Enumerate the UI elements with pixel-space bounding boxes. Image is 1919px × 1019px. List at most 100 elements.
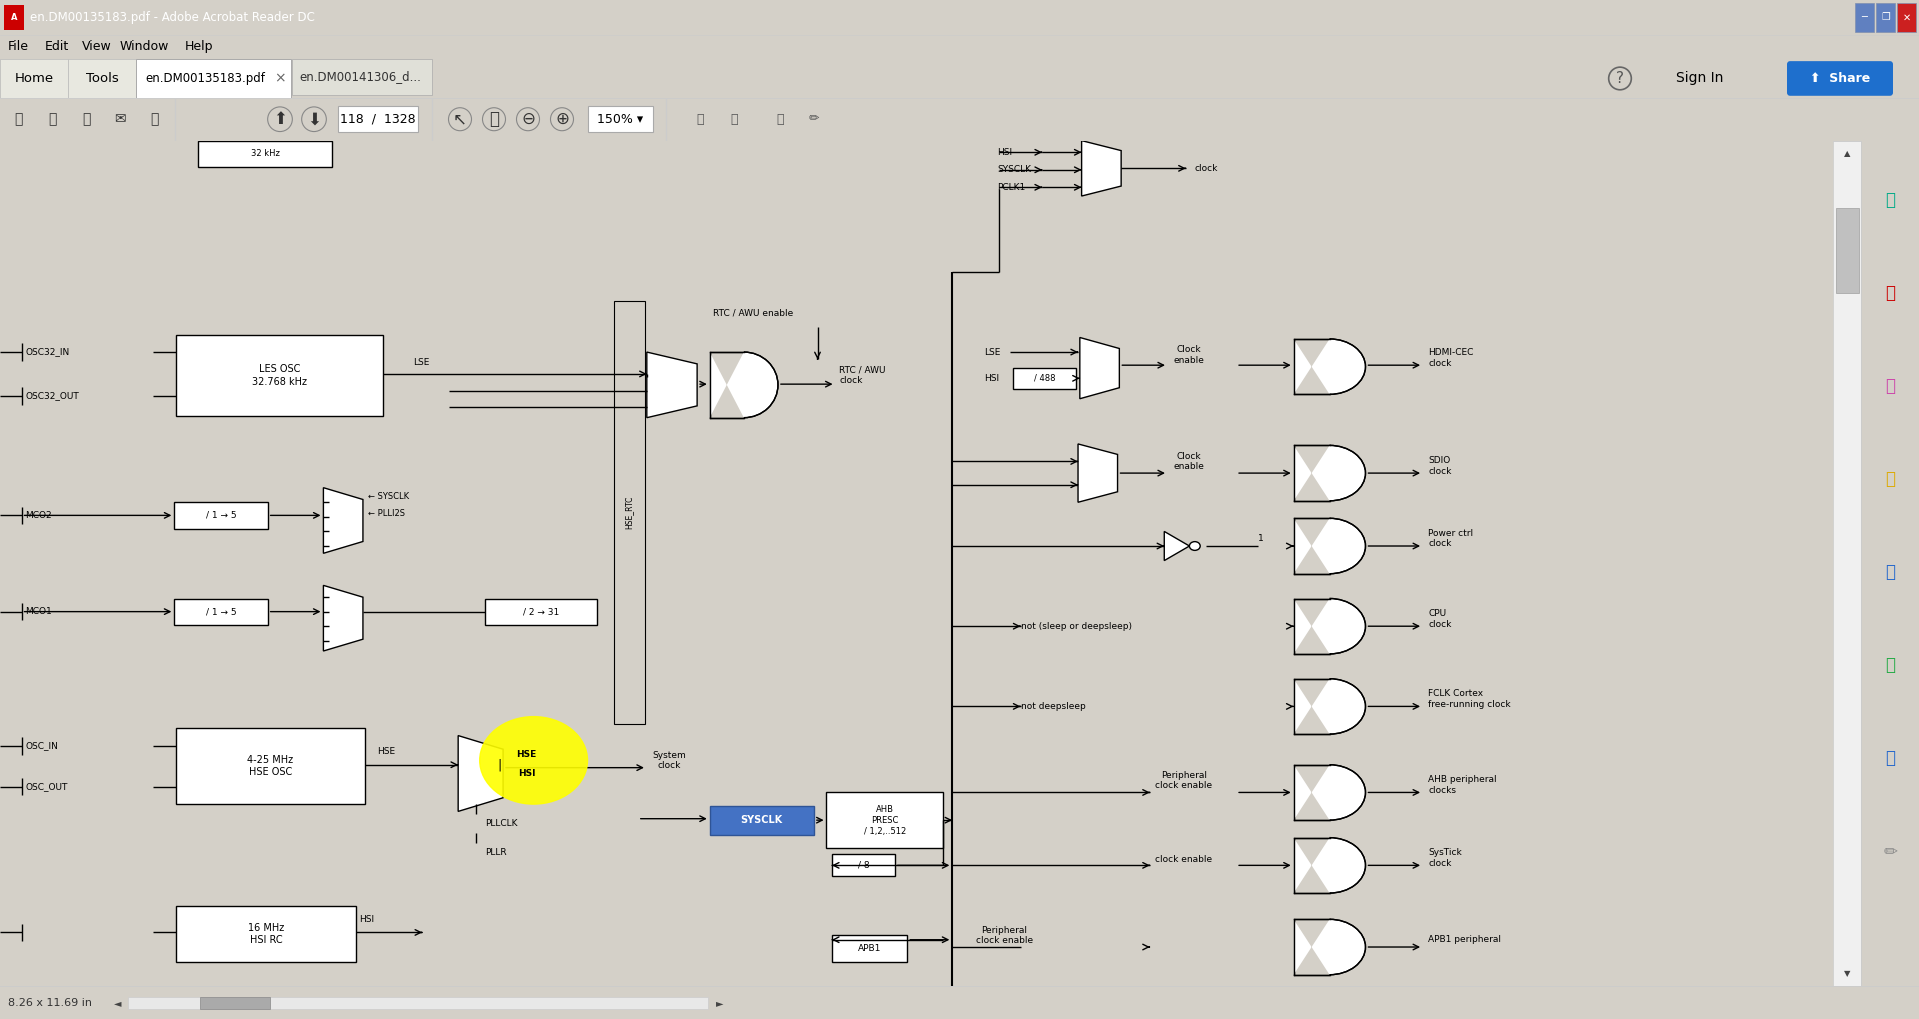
Text: 🔃: 🔃 <box>48 112 56 126</box>
Text: Sign In: Sign In <box>1677 71 1723 86</box>
Polygon shape <box>1165 532 1190 560</box>
FancyBboxPatch shape <box>827 793 944 848</box>
Text: ⬛: ⬛ <box>697 113 704 125</box>
Text: ─: ─ <box>1861 12 1867 22</box>
FancyBboxPatch shape <box>292 59 432 95</box>
Text: en.DM00135183.pdf: en.DM00135183.pdf <box>146 72 265 85</box>
FancyBboxPatch shape <box>1013 368 1077 388</box>
Text: OSC32_OUT: OSC32_OUT <box>25 391 79 400</box>
Text: 16 MHz
HSI RC: 16 MHz HSI RC <box>248 922 284 945</box>
Text: PLLCLK: PLLCLK <box>486 818 518 827</box>
FancyBboxPatch shape <box>200 997 271 1009</box>
Text: HSI: HSI <box>359 915 374 923</box>
Text: ❒: ❒ <box>1881 12 1890 22</box>
Polygon shape <box>710 353 777 418</box>
Text: APB1 peripheral: APB1 peripheral <box>1428 935 1501 945</box>
Polygon shape <box>1293 519 1366 574</box>
FancyBboxPatch shape <box>177 906 355 962</box>
Circle shape <box>480 716 587 804</box>
Text: ← PLLI2S: ← PLLI2S <box>368 510 405 519</box>
FancyBboxPatch shape <box>177 334 382 416</box>
Text: 🖨: 🖨 <box>83 112 90 126</box>
Text: PCLK1: PCLK1 <box>998 182 1025 192</box>
Text: 📋: 📋 <box>1884 377 1896 395</box>
Text: SysTick
clock: SysTick clock <box>1428 849 1462 868</box>
Text: not (sleep or deepsleep): not (sleep or deepsleep) <box>1021 622 1132 631</box>
Text: Home: Home <box>15 72 54 85</box>
Text: 1: 1 <box>1257 534 1263 543</box>
FancyBboxPatch shape <box>136 59 292 98</box>
Text: / 488: / 488 <box>1034 374 1055 383</box>
Text: View: View <box>83 41 111 53</box>
Text: LES OSC
32.768 kHz: LES OSC 32.768 kHz <box>251 364 307 386</box>
Text: Window: Window <box>121 41 169 53</box>
Text: 💬: 💬 <box>1884 470 1896 488</box>
Text: ◄: ◄ <box>115 998 121 1008</box>
Text: 🔍: 🔍 <box>150 112 157 126</box>
Text: AHB
PRESC
/ 1,2,..512: AHB PRESC / 1,2,..512 <box>864 805 906 836</box>
Polygon shape <box>1293 598 1366 654</box>
Text: Power ctrl
clock: Power ctrl clock <box>1428 529 1474 548</box>
Circle shape <box>1190 542 1199 550</box>
FancyBboxPatch shape <box>4 5 25 30</box>
FancyBboxPatch shape <box>831 935 908 962</box>
Text: MCO1: MCO1 <box>25 607 52 616</box>
Text: LSE: LSE <box>413 358 430 367</box>
Polygon shape <box>324 585 363 651</box>
Text: en.DM00141306_d...: en.DM00141306_d... <box>299 70 420 83</box>
Text: HSE: HSE <box>516 750 537 759</box>
Text: ?: ? <box>1616 71 1623 86</box>
FancyBboxPatch shape <box>129 997 708 1009</box>
FancyBboxPatch shape <box>587 106 652 132</box>
Text: OSC_OUT: OSC_OUT <box>25 783 67 791</box>
FancyBboxPatch shape <box>710 806 814 835</box>
Polygon shape <box>1293 339 1366 394</box>
Text: ✏: ✏ <box>808 113 819 125</box>
FancyBboxPatch shape <box>1835 208 1858 292</box>
Text: / 1 → 5: / 1 → 5 <box>205 511 236 520</box>
Text: APB1: APB1 <box>858 944 881 953</box>
Text: HSE_RTC: HSE_RTC <box>624 496 633 529</box>
Text: 🔲: 🔲 <box>1884 562 1896 581</box>
Polygon shape <box>324 488 363 553</box>
Text: ⬛: ⬛ <box>731 113 737 125</box>
Text: MCO2: MCO2 <box>25 511 52 520</box>
Text: |: | <box>497 758 501 771</box>
Text: 💾: 💾 <box>13 112 23 126</box>
Polygon shape <box>1080 337 1119 398</box>
Polygon shape <box>459 736 503 811</box>
FancyBboxPatch shape <box>0 59 67 98</box>
Text: ►: ► <box>716 998 723 1008</box>
Text: Peripheral
clock enable: Peripheral clock enable <box>1155 771 1213 791</box>
Text: ⬆: ⬆ <box>272 110 288 128</box>
Text: en.DM00135183.pdf - Adobe Acrobat Reader DC: en.DM00135183.pdf - Adobe Acrobat Reader… <box>31 11 315 23</box>
Text: OSC_IN: OSC_IN <box>25 741 58 750</box>
Text: ✕: ✕ <box>1902 12 1911 22</box>
Polygon shape <box>1293 764 1366 820</box>
Text: 🔒: 🔒 <box>1884 749 1896 767</box>
FancyBboxPatch shape <box>338 106 418 132</box>
Text: HDMI-CEC
clock: HDMI-CEC clock <box>1428 348 1474 368</box>
Text: RTC / AWU enable: RTC / AWU enable <box>714 308 794 317</box>
Text: FCLK Cortex
free-running clock: FCLK Cortex free-running clock <box>1428 690 1510 709</box>
Polygon shape <box>647 353 697 418</box>
Text: / 8: / 8 <box>858 860 869 869</box>
Text: HSI: HSI <box>984 374 1000 383</box>
Text: ✏: ✏ <box>1883 842 1898 860</box>
Text: ⊖: ⊖ <box>522 110 535 128</box>
FancyBboxPatch shape <box>486 598 597 625</box>
Text: 4-25 MHz
HSE OSC: 4-25 MHz HSE OSC <box>248 755 294 777</box>
Text: RTC / AWU
clock: RTC / AWU clock <box>839 366 885 385</box>
Polygon shape <box>1293 679 1366 734</box>
FancyBboxPatch shape <box>1787 61 1892 96</box>
Polygon shape <box>1082 141 1121 196</box>
Text: PLLR: PLLR <box>486 848 507 857</box>
Text: LSE: LSE <box>984 347 1002 357</box>
Text: 💬: 💬 <box>777 113 783 125</box>
Text: ✋: ✋ <box>489 110 499 128</box>
Text: CPU
clock: CPU clock <box>1428 609 1453 629</box>
Text: ↖: ↖ <box>453 110 466 128</box>
Text: ▲: ▲ <box>1844 149 1850 158</box>
FancyBboxPatch shape <box>1833 141 1861 986</box>
Text: SYSCLK: SYSCLK <box>741 815 783 825</box>
